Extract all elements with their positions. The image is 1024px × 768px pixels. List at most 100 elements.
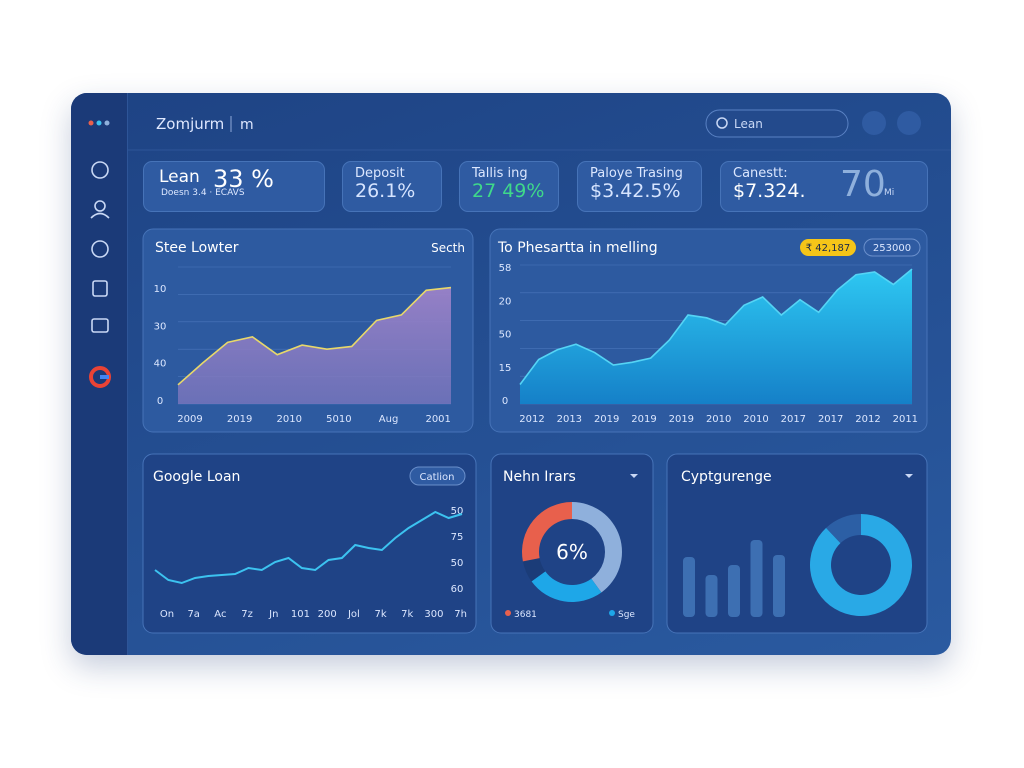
kpi-label: Lean [159,167,200,187]
brand: Zomjurm [156,115,224,133]
badge[interactable] [409,466,466,486]
sidebar-icons [88,120,111,388]
x-tick-label: 2010 [706,414,731,425]
legend-dot [505,610,511,616]
nav-icon[interactable] [91,240,109,258]
x-tick-label: 7a [187,609,200,620]
panel-title: To Phesartta in melling [497,240,658,256]
legend-label: 3681 [514,610,537,620]
bar [750,540,763,617]
x-tick-label: 2012 [855,414,880,425]
panel-title: Google Loan [153,469,240,485]
x-tick-label: 2019 [631,414,656,425]
panel-title: Cyptgurenge [681,469,772,485]
kpi-value: $3.42.5% [590,180,681,202]
donut-segment [522,558,546,582]
x-tick-label: On [160,609,174,620]
kpi-card [143,161,325,212]
dropdown-arrow [630,474,638,478]
x-tick-label: 2019 [594,414,619,425]
x-tick-label: 2001 [425,414,450,425]
kpi-card [720,161,928,212]
dot [104,120,110,126]
x-tick-label: 101 [291,609,310,620]
kpi-value: 27 49% [472,180,545,202]
x-tick-label: 2010 [277,414,302,425]
y-axis-label: 40 [154,359,167,370]
badge-text: ₹ 42,187 [806,243,851,254]
x-tick-label: 7h [454,609,467,620]
bar [683,557,695,617]
bar [773,555,785,617]
nav-icon[interactable] [91,161,109,179]
kpi-label: Tallis ing [472,166,528,181]
donut-segment [826,514,861,544]
area-line [177,286,452,386]
legend-label: Sge [618,610,635,620]
y-axis-label: 60 [451,584,464,595]
kpi-value: $7.324. [733,180,806,202]
donut-segment [809,514,912,616]
nav-icon[interactable] [91,318,109,333]
x-tick-label: 7z [241,609,253,620]
kpi-value: 26.1% [355,180,416,202]
profile-button[interactable] [897,111,921,135]
x-tick-label: 2009 [177,414,202,425]
x-tick-label: 2017 [818,414,843,425]
search-text: Lean [734,117,763,131]
nav-icon[interactable] [92,280,108,297]
y-axis-label: 30 [154,321,167,332]
x-tick-label: 5010 [326,414,351,425]
search-icon [716,117,728,129]
x-tick-label: Ac [214,609,226,620]
dot [96,120,102,126]
notification-button[interactable] [862,111,886,135]
search-box[interactable] [705,109,849,138]
badge-text: Catlion [419,472,454,483]
dropdown-arrow [905,474,913,478]
x-tick-label: 2019 [227,414,252,425]
dot [88,120,94,126]
y-axis-label: 20 [499,296,512,307]
x-tick-label: Jol [347,609,360,620]
y-axis-label: 10 [154,284,167,295]
kpi-extra: 70 [840,164,886,205]
donut-segment [572,502,622,593]
x-tick-label: Aug [379,414,399,425]
nav-icon[interactable] [90,212,110,219]
kpi-label: Paloye Trasing [590,166,683,181]
kpi-card [459,161,559,212]
badge [863,238,921,257]
x-tick-label: 2017 [781,414,806,425]
line [154,510,463,585]
area [520,269,912,404]
x-tick-label: 200 [318,609,337,620]
donut-center-label: 6% [556,540,588,564]
x-tick-label: 2011 [893,414,918,425]
kpi-label: Deposit [355,166,405,181]
area [178,287,451,404]
kpi-card [342,161,442,212]
y-axis-label: 50 [499,330,512,341]
y-axis-label: 15 [499,363,512,374]
panel [142,453,477,634]
kpi-extra-unit: Mi [884,188,895,198]
x-tick-label: 2019 [669,414,694,425]
panel-title: Stee Lowter [155,240,239,256]
donut-segment [521,502,572,562]
sidebar [71,93,128,655]
donut-segment [531,571,602,603]
x-tick-label: 2013 [557,414,582,425]
x-tick-label: Jn [268,609,278,620]
y-axis-label: 50 [451,558,464,569]
nav-icon[interactable] [94,200,106,212]
badge-text: 253000 [873,243,911,254]
x-tick-label: 300 [424,609,443,620]
panel-subtitle: Secth [431,241,465,255]
y-axis-label: 50 [451,506,464,517]
badge [800,239,856,256]
kpi-card [577,161,702,212]
bar [728,565,740,617]
